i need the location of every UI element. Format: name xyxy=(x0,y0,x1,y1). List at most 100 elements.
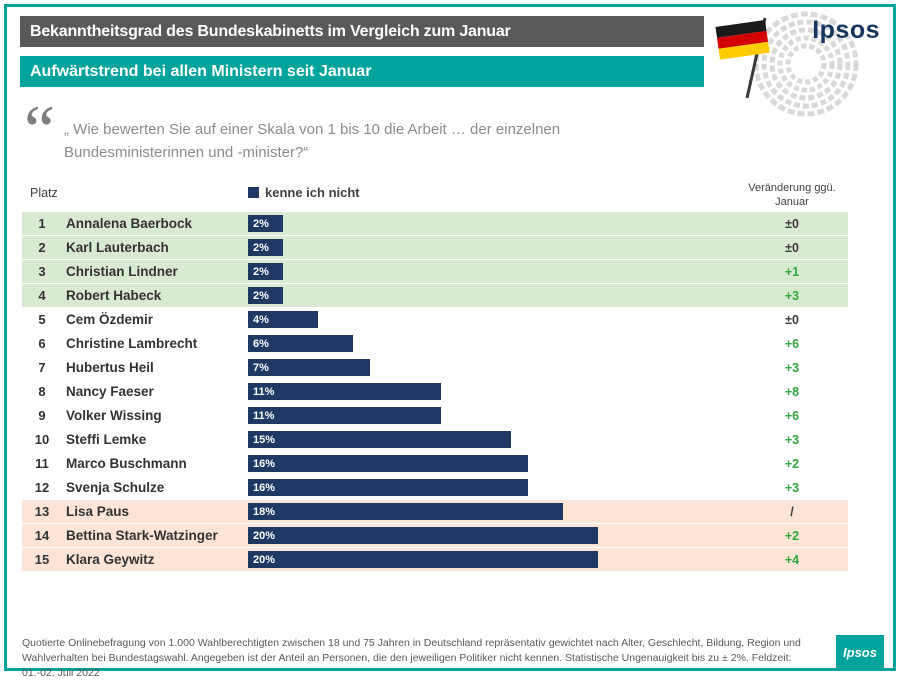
row-rank: 14 xyxy=(34,528,50,543)
row-bar: 2% xyxy=(248,215,283,232)
table-row: 11 Marco Buschmann 16% +2 xyxy=(22,452,848,476)
table-row: 12 Svenja Schulze 16% +3 xyxy=(22,476,848,500)
row-bar-label: 18% xyxy=(253,505,276,518)
row-bar-label: 2% xyxy=(253,217,269,230)
table-header: Platz kenne ich nicht Veränderung ggü. J… xyxy=(22,180,848,212)
table-row: 4 Robert Habeck 2% +3 xyxy=(22,284,848,308)
row-rank: 8 xyxy=(38,384,46,399)
row-bar-label: 2% xyxy=(253,289,269,302)
row-rank: 9 xyxy=(38,408,46,423)
row-bar-label: 20% xyxy=(253,553,276,566)
row-change: +2 xyxy=(784,528,800,543)
row-rank: 4 xyxy=(38,288,46,303)
table-row: 15 Klara Geywitz 20% +4 xyxy=(22,548,848,572)
row-bar: 20% xyxy=(248,527,598,544)
row-change: +3 xyxy=(784,432,800,447)
row-change: ±0 xyxy=(785,240,799,255)
table-row: 7 Hubertus Heil 7% +3 xyxy=(22,356,848,380)
row-name: Marco Buschmann xyxy=(66,456,187,471)
quote-icon: “ xyxy=(24,92,56,169)
page-title: Bekanntheitsgrad des Bundeskabinetts im … xyxy=(20,16,704,47)
table-row: 9 Volker Wissing 11% +6 xyxy=(22,404,848,428)
table-row: 8 Nancy Faeser 11% +8 xyxy=(22,380,848,404)
row-name: Christine Lambrecht xyxy=(66,336,198,351)
row-bar: 11% xyxy=(248,383,441,400)
row-name: Klara Geywitz xyxy=(66,552,155,567)
row-name: Cem Özdemir xyxy=(66,312,154,327)
row-name: Robert Habeck xyxy=(66,288,162,303)
row-change: +4 xyxy=(784,552,800,567)
survey-question: „ Wie bewerten Sie auf einer Skala von 1… xyxy=(64,121,561,162)
row-bar-label: 2% xyxy=(253,241,269,254)
table-row: 5 Cem Özdemir 4% ±0 xyxy=(22,308,848,332)
row-name: Bettina Stark-Watzinger xyxy=(66,528,218,543)
row-rank: 3 xyxy=(38,264,46,279)
row-rank: 12 xyxy=(34,480,50,495)
methodology-note: Quotierte Onlinebefragung von 1.000 Wahl… xyxy=(22,637,801,680)
german-flag-icon xyxy=(715,17,770,99)
row-rank: 2 xyxy=(38,240,46,255)
row-rank: 15 xyxy=(34,552,50,567)
row-rank: 11 xyxy=(35,456,49,471)
row-bar-label: 11% xyxy=(253,385,275,398)
row-change: +1 xyxy=(784,264,800,279)
table-row: 3 Christian Lindner 2% +1 xyxy=(22,260,848,284)
row-bar: 6% xyxy=(248,335,353,352)
page-subtitle: Aufwärtstrend bei allen Ministern seit J… xyxy=(20,56,704,87)
row-name: Steffi Lemke xyxy=(66,432,147,447)
row-name: Annalena Baerbock xyxy=(66,216,193,231)
row-bar-label: 6% xyxy=(253,337,269,350)
row-rank: 6 xyxy=(38,336,46,351)
row-bar: 4% xyxy=(248,311,318,328)
row-rank: 7 xyxy=(38,360,46,375)
row-bar: 7% xyxy=(248,359,370,376)
table-row: 10 Steffi Lemke 15% +3 xyxy=(22,428,848,452)
row-bar-label: 20% xyxy=(253,529,276,542)
change-column-header: Veränderung ggü. Januar xyxy=(748,182,836,208)
row-bar: 2% xyxy=(248,239,283,256)
table-row: 6 Christine Lambrecht 6% +6 xyxy=(22,332,848,356)
row-name: Christian Lindner xyxy=(66,264,178,279)
ranking-table: Platz kenne ich nicht Veränderung ggü. J… xyxy=(22,180,848,572)
row-bar: 11% xyxy=(248,407,441,424)
table-row: 14 Bettina Stark-Watzinger 20% +2 xyxy=(22,524,848,548)
row-change: +6 xyxy=(784,336,800,351)
row-bar: 16% xyxy=(248,479,528,496)
row-bar-label: 2% xyxy=(253,265,269,278)
row-bar-label: 16% xyxy=(253,457,276,470)
row-bar: 20% xyxy=(248,551,598,568)
row-bar-label: 16% xyxy=(253,481,276,494)
table-rows: 1 Annalena Baerbock 2% ±0 2 Karl Lauterb… xyxy=(22,212,848,572)
row-change: +3 xyxy=(784,480,800,495)
row-change: +6 xyxy=(784,408,800,423)
ipsos-logo-badge: Ipsos xyxy=(836,635,884,669)
row-bar-label: 7% xyxy=(253,361,269,374)
table-row: 13 Lisa Paus 18% / xyxy=(22,500,848,524)
row-rank: 13 xyxy=(34,504,50,519)
row-rank: 5 xyxy=(38,312,46,327)
row-rank: 1 xyxy=(38,216,46,231)
row-change: +3 xyxy=(784,360,800,375)
legend-swatch-icon xyxy=(248,187,259,198)
row-bar-label: 11% xyxy=(253,409,275,422)
row-name: Svenja Schulze xyxy=(66,480,165,495)
row-name: Karl Lauterbach xyxy=(66,240,169,255)
row-change: ±0 xyxy=(785,312,799,327)
row-bar: 18% xyxy=(248,503,563,520)
row-name: Volker Wissing xyxy=(66,408,162,423)
row-change: +3 xyxy=(784,288,800,303)
row-change: +2 xyxy=(784,456,800,471)
row-bar-label: 4% xyxy=(253,313,269,326)
row-bar: 2% xyxy=(248,287,283,304)
row-bar: 15% xyxy=(248,431,511,448)
table-row: 1 Annalena Baerbock 2% ±0 xyxy=(22,212,848,236)
rank-column-header: Platz xyxy=(30,186,58,200)
legend: kenne ich nicht xyxy=(248,180,736,200)
row-name: Nancy Faeser xyxy=(66,384,154,399)
row-change: +8 xyxy=(784,384,800,399)
row-bar-label: 15% xyxy=(253,433,276,446)
row-rank: 10 xyxy=(34,432,50,447)
row-bar: 16% xyxy=(248,455,528,472)
row-change: ±0 xyxy=(785,216,799,231)
bundestag-plenum-graphic xyxy=(715,11,859,117)
